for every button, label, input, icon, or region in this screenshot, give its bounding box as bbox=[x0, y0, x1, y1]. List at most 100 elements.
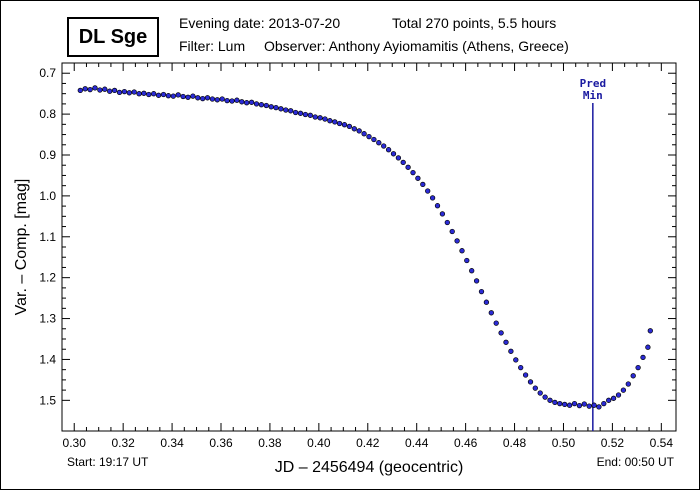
data-point-92 bbox=[527, 379, 534, 385]
data-point-71 bbox=[425, 188, 431, 194]
data-point-48 bbox=[312, 114, 318, 120]
data-point-79 bbox=[464, 257, 470, 264]
x-tick-label-6: 0.42 bbox=[356, 436, 380, 450]
data-point-80 bbox=[469, 268, 475, 274]
filter-label: Filter: Lum bbox=[179, 38, 246, 54]
data-point-11 bbox=[131, 89, 137, 95]
data-point-114 bbox=[635, 364, 641, 371]
data-point-43 bbox=[288, 108, 294, 114]
data-point-66 bbox=[400, 159, 406, 166]
data-point-27 bbox=[209, 96, 216, 102]
data-point-105 bbox=[591, 402, 597, 408]
data-point-67 bbox=[405, 164, 411, 170]
data-point-96 bbox=[547, 397, 553, 403]
data-point-31 bbox=[229, 98, 235, 104]
data-point-108 bbox=[606, 397, 612, 403]
data-point-65 bbox=[395, 155, 402, 161]
data-point-18 bbox=[165, 93, 172, 99]
data-point-86 bbox=[498, 330, 504, 336]
data-point-91 bbox=[522, 372, 529, 378]
data-point-29 bbox=[219, 96, 225, 102]
data-point-68 bbox=[410, 169, 416, 176]
data-point-63 bbox=[385, 147, 392, 153]
x-tick-label-4: 0.38 bbox=[258, 436, 282, 450]
data-point-82 bbox=[478, 288, 485, 295]
data-point-102 bbox=[576, 402, 583, 409]
data-point-54 bbox=[341, 122, 348, 128]
star-name-box: DL Sge bbox=[67, 17, 159, 57]
y-tick-label-5: 1.2 bbox=[39, 271, 56, 285]
data-point-62 bbox=[381, 143, 387, 149]
data-point-47 bbox=[307, 112, 313, 118]
data-point-69 bbox=[415, 175, 421, 181]
x-tick-label-11: 0.52 bbox=[601, 436, 625, 450]
end-time: End: 00:50 UT bbox=[597, 455, 675, 469]
data-point-97 bbox=[552, 399, 558, 406]
data-point-16 bbox=[155, 92, 162, 98]
start-time: Start: 19:17 UT bbox=[67, 455, 149, 469]
predicted-min-label-min: Min bbox=[583, 89, 603, 102]
data-point-34 bbox=[244, 100, 250, 106]
x-tick-label-10: 0.50 bbox=[552, 436, 576, 450]
y-axis-title: Var. – Comp. [mag] bbox=[13, 179, 30, 316]
data-point-40 bbox=[273, 104, 279, 111]
y-tick-label-1: 0.8 bbox=[39, 107, 56, 121]
x-tick-label-5: 0.40 bbox=[307, 436, 331, 450]
data-point-117 bbox=[647, 328, 653, 334]
x-tick-label-12: 0.54 bbox=[650, 436, 674, 450]
data-points bbox=[77, 85, 653, 410]
data-point-21 bbox=[180, 93, 186, 100]
data-point-24 bbox=[195, 95, 201, 101]
data-point-14 bbox=[146, 91, 152, 98]
data-point-87 bbox=[503, 339, 509, 345]
data-point-73 bbox=[434, 203, 441, 209]
data-point-45 bbox=[297, 110, 304, 116]
data-point-115 bbox=[640, 354, 646, 361]
data-point-15 bbox=[151, 91, 157, 97]
data-point-72 bbox=[429, 195, 436, 201]
data-point-20 bbox=[175, 92, 181, 98]
y-tick-label-2: 0.9 bbox=[39, 148, 56, 162]
data-point-28 bbox=[214, 97, 220, 103]
data-point-94 bbox=[537, 390, 543, 396]
data-point-93 bbox=[532, 385, 538, 391]
data-point-77 bbox=[454, 238, 460, 244]
y-tick-label-7: 1.4 bbox=[39, 352, 56, 366]
data-point-32 bbox=[234, 97, 240, 103]
data-point-3 bbox=[92, 85, 98, 91]
data-point-60 bbox=[371, 136, 377, 143]
data-point-2 bbox=[87, 86, 93, 93]
data-point-83 bbox=[483, 299, 490, 305]
data-point-30 bbox=[224, 97, 230, 104]
data-point-99 bbox=[562, 401, 568, 408]
data-point-90 bbox=[518, 364, 524, 371]
data-point-59 bbox=[366, 133, 372, 140]
data-point-50 bbox=[322, 116, 328, 122]
data-point-37 bbox=[258, 102, 265, 108]
data-point-56 bbox=[351, 126, 357, 132]
data-point-84 bbox=[488, 310, 494, 316]
data-point-75 bbox=[444, 219, 450, 226]
data-point-76 bbox=[449, 228, 455, 235]
data-point-107 bbox=[601, 400, 607, 407]
x-tick-label-8: 0.46 bbox=[454, 436, 478, 450]
data-point-12 bbox=[136, 91, 142, 97]
data-point-74 bbox=[439, 211, 446, 217]
observer-label: Observer: Anthony Ayiomamitis (Athens, G… bbox=[264, 38, 569, 54]
x-tick-label-7: 0.44 bbox=[405, 436, 429, 450]
data-point-1 bbox=[82, 86, 88, 92]
data-point-110 bbox=[615, 392, 622, 398]
data-point-8 bbox=[116, 89, 123, 96]
data-point-38 bbox=[263, 102, 269, 109]
data-point-104 bbox=[586, 403, 592, 409]
data-point-78 bbox=[459, 248, 465, 254]
data-point-33 bbox=[239, 99, 245, 105]
data-point-36 bbox=[253, 101, 260, 107]
data-point-61 bbox=[376, 140, 382, 146]
y-axis: 0.7 0.8 0.9 1.0 1.1 1.2 1.3 1.4 1.5 bbox=[39, 66, 676, 407]
y-tick-label-6: 1.3 bbox=[39, 312, 56, 326]
data-point-81 bbox=[473, 278, 480, 284]
data-point-49 bbox=[317, 115, 323, 121]
data-point-17 bbox=[160, 91, 167, 98]
total-points: Total 270 points, 5.5 hours bbox=[392, 15, 557, 31]
